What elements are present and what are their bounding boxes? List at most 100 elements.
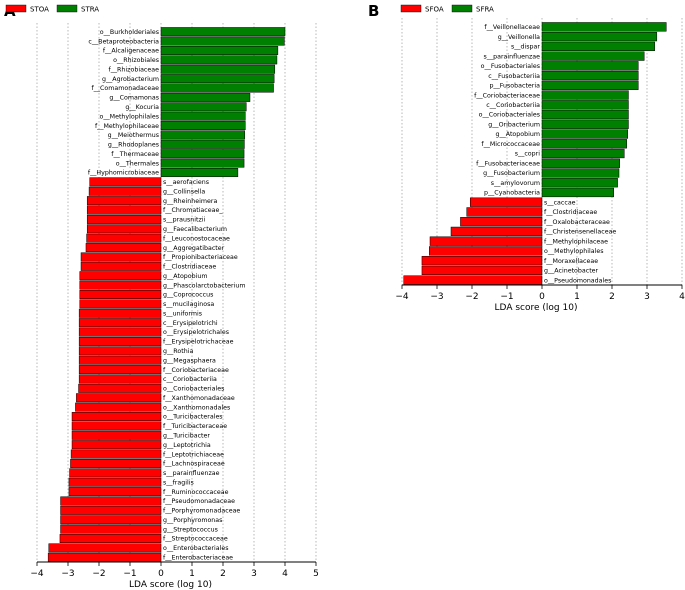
bar: [70, 449, 162, 459]
bar-label: s__copri: [515, 151, 540, 158]
bar: [160, 121, 246, 131]
bar-label: g__Meiothermus: [108, 132, 159, 139]
bar: [71, 421, 162, 431]
bar: [541, 100, 629, 110]
bar-label: g__Acinetobacter: [544, 268, 599, 275]
bar: [78, 327, 162, 337]
bar: [541, 51, 645, 61]
bar-label: f__Veillonellaceae: [484, 24, 540, 31]
bar-label: g__Megasphaera: [163, 357, 216, 364]
x-tick-label: −4: [30, 569, 44, 579]
bar: [78, 308, 162, 318]
bar-label: f__Leptotrichiaceae: [163, 451, 224, 458]
bar-label: o__Methylophilales: [544, 248, 604, 255]
bar: [470, 197, 543, 207]
bar: [75, 402, 162, 412]
bar-label: f__Oxalobacteraceae: [544, 219, 610, 226]
bar-label: o__Coriobacteriales: [479, 112, 540, 119]
bar: [78, 336, 162, 346]
bar-label: f__Rhizobiaceae: [109, 66, 160, 73]
bar: [160, 168, 239, 177]
bar-label: o__Coriobacteriales: [163, 386, 224, 393]
bar: [541, 158, 620, 168]
bar: [460, 217, 543, 227]
bar-label: f__Erysipelotrichaceae: [163, 339, 234, 346]
chart-b-lda-sfoa-sfra: f__Veillonellaceae g__Veillonella s__dispa…: [395, 4, 685, 313]
x-tick-label: −2: [465, 292, 478, 302]
x-tick-label: 2: [609, 292, 615, 302]
bar: [160, 45, 279, 55]
bar: [71, 440, 162, 450]
bar: [86, 233, 162, 243]
bar: [48, 543, 162, 553]
bar-label: f__Methylophilaceae: [95, 123, 159, 130]
bar: [541, 178, 618, 188]
bar: [86, 224, 162, 234]
bar: [68, 477, 162, 487]
bar-label: g__Kocuria: [125, 104, 159, 111]
bar-label: f__Fusobacteriaceae: [476, 160, 540, 167]
bar: [429, 236, 543, 246]
x-tick-label: 3: [251, 569, 257, 579]
bar-label: o__Turicibacterales: [163, 414, 223, 421]
bar-label: s__dispar: [511, 44, 540, 51]
bar-label: c__Fusobacteriia: [488, 73, 540, 80]
bar-label: g__Rothia: [163, 348, 193, 355]
legend-label: STOA: [30, 6, 49, 14]
bar: [541, 139, 627, 149]
bar-label: f__Hyphomicrobiaceae: [88, 170, 159, 177]
x-tick-label: 2: [220, 569, 226, 579]
bar-label: f__Leuconostocaceae: [163, 235, 230, 242]
bar: [86, 214, 162, 224]
bar: [160, 130, 245, 140]
panel-b-letter: B: [368, 2, 379, 20]
bar-label: s__aerofaciens: [163, 179, 209, 186]
bar-label: f__Pseudomonadaceae: [163, 498, 235, 505]
bar: [160, 102, 247, 112]
bar: [160, 74, 275, 84]
chart-a-lda-stoa-stra: o__Burkholderiales c__Betaproteobacteriaf…: [5, 4, 319, 590]
bar: [89, 177, 162, 187]
bar: [70, 458, 162, 468]
bar-label: g__Coprococcus: [163, 292, 213, 299]
bar: [541, 109, 629, 120]
bar: [541, 187, 614, 198]
x-tick-label: 1: [574, 292, 580, 302]
bar: [160, 83, 274, 93]
bar-label: o__Rhizobiales: [113, 57, 159, 64]
bar: [541, 90, 629, 100]
bar-label: s__fragilis: [163, 479, 194, 486]
bar: [541, 22, 667, 32]
x-tick-label: 0: [539, 292, 545, 302]
bar-label: o__Pseudomonadales: [544, 277, 611, 284]
bar-label: f__Ruminococcaceae: [163, 489, 229, 496]
bar-label: g__Aggregatibacter: [163, 245, 225, 252]
bar: [79, 290, 162, 299]
bar: [160, 111, 246, 121]
bar-label: s__mucilaginosa: [163, 301, 214, 308]
bar-label: g__Streptococcus: [163, 526, 218, 533]
bar-label: s__caccae: [544, 199, 576, 206]
bar-label: f__Coriobacteriaceae: [163, 367, 229, 374]
x-tick-label: −4: [395, 292, 409, 302]
bar-label: f__Micrococcaceae: [481, 141, 540, 148]
bar: [80, 261, 162, 271]
x-tick-label: 3: [644, 292, 650, 302]
bar-label: f__Lachnospiraceae: [163, 461, 225, 468]
bar: [78, 374, 162, 384]
bar-label: g__Rheinheimera: [163, 198, 217, 205]
bar: [60, 505, 162, 515]
bar-label: g__Oribacterium: [488, 121, 540, 128]
bar-label: s__uniformis: [163, 310, 202, 317]
legend-swatch: [451, 4, 473, 13]
bar: [421, 256, 543, 266]
bar-label: s__parainfluenzae: [163, 470, 220, 477]
bar: [80, 252, 162, 262]
bar: [86, 196, 162, 206]
x-tick-label: −1: [500, 292, 513, 302]
bar-label: f__Clostridiaceae: [163, 264, 216, 271]
bar-label: c__Betaproteobacteria: [88, 38, 159, 45]
bar: [79, 299, 162, 309]
bar-label: c__Coriobacteriia: [163, 376, 217, 383]
x-tick-label: −2: [92, 569, 105, 579]
